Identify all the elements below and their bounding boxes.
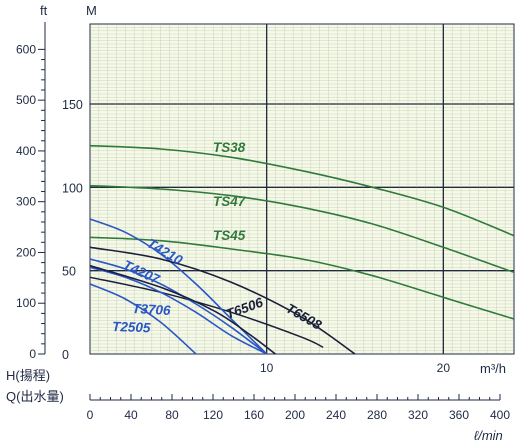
curve-t6506 bbox=[89, 264, 276, 355]
curve-t2505 bbox=[89, 283, 197, 355]
lmin-tick-label: 280 bbox=[367, 408, 387, 422]
lmin-tick-label: 320 bbox=[408, 408, 428, 422]
curve-ts45 bbox=[89, 236, 515, 320]
lmin-tick-label: 240 bbox=[326, 408, 346, 422]
curve-extra-1 bbox=[89, 276, 324, 348]
lmin-tick-label: 80 bbox=[165, 408, 179, 422]
m3h-tick-label: 10 bbox=[260, 361, 274, 375]
m-tick-label: 50 bbox=[62, 265, 76, 279]
m-tick-label: 150 bbox=[62, 98, 83, 112]
curve-label-ts47: TS47 bbox=[213, 194, 247, 209]
grid bbox=[90, 24, 514, 354]
curve-label-t2505: T2505 bbox=[112, 319, 151, 335]
m-tick-label: 0 bbox=[62, 348, 69, 362]
curve-t3706 bbox=[89, 266, 268, 355]
ft-tick-label: 600 bbox=[16, 42, 36, 56]
ylabel: H(揚程) bbox=[6, 368, 50, 383]
ft-tick-label: 400 bbox=[16, 144, 36, 158]
curve-label-ts45: TS45 bbox=[213, 228, 246, 243]
ft-tick-label: 500 bbox=[16, 93, 36, 107]
lmin-tick-label: 400 bbox=[490, 408, 510, 422]
curve-label-ts38: TS38 bbox=[213, 140, 246, 155]
ft-tick-label: 100 bbox=[16, 296, 36, 310]
unit-ft: ft bbox=[40, 3, 48, 18]
ft-tick-label: 200 bbox=[16, 245, 36, 259]
xlabel: Q(出水量) bbox=[6, 389, 64, 404]
lmin-tick-label: 40 bbox=[124, 408, 138, 422]
lmin-tick-label: 0 bbox=[87, 408, 94, 422]
unit-m: M bbox=[86, 3, 97, 18]
curve-ts47 bbox=[89, 184, 515, 274]
lmin-tick-label: 360 bbox=[449, 408, 469, 422]
curve-t6508 bbox=[89, 246, 356, 355]
lmin-tick-label: 200 bbox=[285, 408, 305, 422]
unit-lmin: ℓ/min bbox=[474, 428, 503, 443]
lmin-tick-label: 160 bbox=[244, 408, 264, 422]
unit-m3h: m³/h bbox=[480, 361, 506, 376]
m-tick-label: 100 bbox=[62, 181, 83, 195]
lmin-tick-label: 120 bbox=[203, 408, 223, 422]
curve-ts38 bbox=[89, 144, 515, 237]
curve-label-t3706: T3706 bbox=[132, 301, 172, 318]
curve-t4210 bbox=[89, 218, 268, 355]
ft-tick-label: 300 bbox=[16, 195, 36, 209]
m3h-tick-label: 20 bbox=[437, 361, 451, 375]
ft-tick-label: 0 bbox=[29, 347, 36, 361]
